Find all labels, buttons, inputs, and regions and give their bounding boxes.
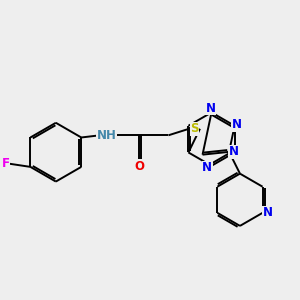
Text: N: N	[206, 102, 215, 115]
Text: O: O	[134, 160, 144, 173]
Text: N: N	[202, 161, 212, 175]
Text: N: N	[228, 146, 239, 158]
Text: S: S	[190, 122, 199, 135]
Text: F: F	[2, 157, 10, 170]
Text: N: N	[263, 206, 273, 219]
Text: N: N	[232, 118, 242, 131]
Text: NH: NH	[96, 129, 116, 142]
